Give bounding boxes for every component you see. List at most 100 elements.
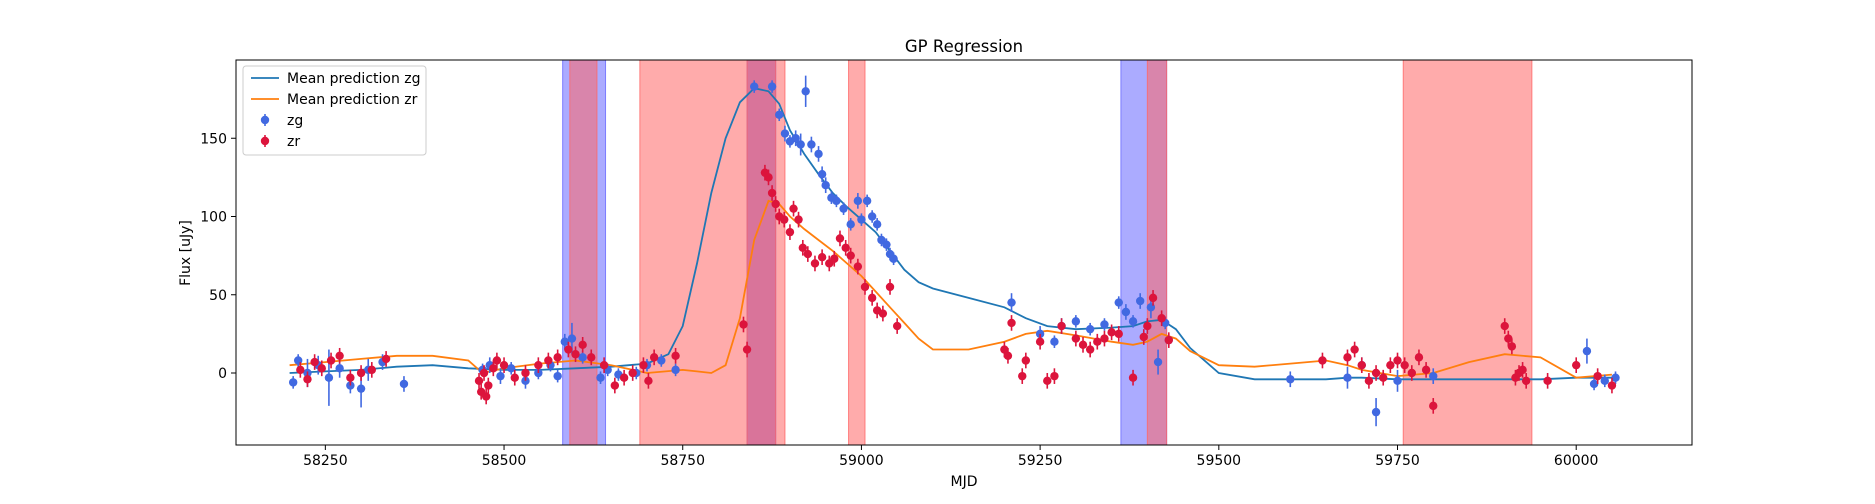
- marker-zg-66: [1153, 357, 1163, 367]
- point-zg-59: [1085, 322, 1095, 336]
- marker-zr-87: [1357, 360, 1366, 370]
- marker-zg-72: [1371, 407, 1381, 417]
- point-zr-14: [484, 377, 493, 394]
- marker-zr-14: [484, 381, 493, 390]
- point-zr-48: [810, 255, 820, 272]
- point-zg-37: [807, 136, 816, 153]
- shaded-region-zr-8: [1402, 59, 1533, 446]
- marker-zr-31: [639, 360, 648, 370]
- marker-zr-104: [1521, 376, 1531, 386]
- point-zg-18: [553, 369, 562, 383]
- point-zg-44: [846, 218, 855, 231]
- point-zr-91: [1386, 357, 1395, 374]
- marker-zr-12: [479, 368, 489, 378]
- point-zr-100: [1507, 338, 1517, 355]
- point-zr-19: [521, 365, 530, 381]
- point-zr-106: [1572, 357, 1581, 374]
- marker-zg-61: [1114, 298, 1123, 307]
- marker-zr-71: [1071, 334, 1081, 343]
- point-zr-90: [1379, 369, 1388, 386]
- marker-zr-25: [578, 340, 587, 350]
- marker-zg-74: [1429, 371, 1438, 381]
- point-zr-95: [1414, 349, 1424, 366]
- marker-zg-51: [882, 240, 891, 249]
- point-zr-61: [892, 318, 902, 334]
- x-tick-label-59250: 59250: [1018, 453, 1063, 469]
- marker-zr-69: [1050, 371, 1059, 381]
- marker-zg-55: [1035, 329, 1045, 339]
- marker-zr-103: [1518, 365, 1527, 375]
- point-zg-10: [399, 376, 409, 392]
- marker-zr-0: [296, 365, 305, 375]
- marker-zr-5: [335, 351, 344, 360]
- point-zr-45: [794, 211, 803, 228]
- point-zr-73: [1085, 341, 1095, 358]
- legend-label: zr: [287, 134, 300, 150]
- marker-zr-8: [367, 365, 377, 375]
- x-tick-label-59750: 59750: [1375, 453, 1420, 469]
- marker-zr-56: [860, 282, 870, 292]
- marker-zg-64: [1135, 296, 1145, 306]
- point-zr-70: [1057, 318, 1066, 334]
- marker-zg-0: [288, 378, 298, 387]
- marker-zr-108: [1607, 381, 1617, 390]
- marker-zr-51: [830, 254, 839, 263]
- legend-entry-mean-prediction-zr: Mean prediction zr: [251, 92, 418, 108]
- marker-zg-37: [807, 140, 816, 149]
- marker-zg-42: [832, 196, 841, 206]
- point-zg-70: [1343, 366, 1352, 389]
- marker-zr-67: [1035, 337, 1045, 346]
- point-zr-38: [764, 169, 773, 186]
- point-zg-45: [853, 193, 863, 209]
- point-zg-78: [1611, 371, 1620, 384]
- point-zr-2: [310, 354, 319, 370]
- marker-zr-100: [1507, 342, 1517, 351]
- marker-zg-19: [560, 337, 569, 346]
- point-zr-31: [639, 357, 648, 374]
- point-zr-24: [571, 346, 580, 363]
- marker-zr-38: [764, 173, 773, 182]
- point-zr-99: [1504, 330, 1513, 347]
- point-zr-92: [1393, 352, 1402, 369]
- marker-zr-89: [1371, 368, 1381, 378]
- point-zg-40: [821, 177, 830, 194]
- marker-zr-3: [317, 364, 326, 373]
- x-axis-label: MJD: [951, 474, 978, 490]
- point-zr-105: [1543, 373, 1552, 389]
- marker-zr-75: [1100, 334, 1109, 343]
- point-zr-88: [1364, 373, 1374, 389]
- point-zr-81: [1148, 290, 1158, 306]
- marker-zg-47: [862, 196, 872, 206]
- marker-zg-54: [1007, 298, 1016, 307]
- point-zr-42: [780, 211, 789, 228]
- marker-zr-79: [1139, 332, 1148, 342]
- point-zg-28: [671, 363, 680, 377]
- marker-zr-72: [1078, 340, 1088, 350]
- legend-label: zg: [287, 113, 303, 129]
- marker-zr-80: [1143, 321, 1152, 331]
- point-zg-30: [767, 80, 777, 93]
- point-zr-9: [381, 351, 391, 367]
- point-zr-74: [1093, 333, 1102, 350]
- y-tick-label-50: 50: [209, 288, 227, 304]
- marker-zg-32: [780, 129, 790, 138]
- marker-zg-46: [857, 215, 866, 224]
- point-zr-36: [742, 341, 752, 358]
- marker-zr-21: [544, 356, 553, 365]
- marker-zr-57: [867, 293, 877, 303]
- marker-zr-39: [767, 188, 777, 198]
- point-zr-30: [628, 365, 637, 381]
- y-axis-ticks: 0 50 100 150: [200, 131, 236, 382]
- marker-zr-106: [1572, 360, 1581, 370]
- marker-zg-14: [506, 364, 516, 373]
- point-zr-65: [1018, 368, 1027, 384]
- point-zg-39: [817, 166, 827, 183]
- marker-zr-91: [1386, 360, 1395, 370]
- marker-zr-70: [1057, 321, 1066, 331]
- marker-zg-21: [578, 353, 587, 362]
- point-zr-103: [1518, 362, 1527, 378]
- marker-zg-58: [1071, 317, 1081, 326]
- marker-zg-27: [657, 356, 666, 365]
- point-zr-56: [860, 279, 870, 295]
